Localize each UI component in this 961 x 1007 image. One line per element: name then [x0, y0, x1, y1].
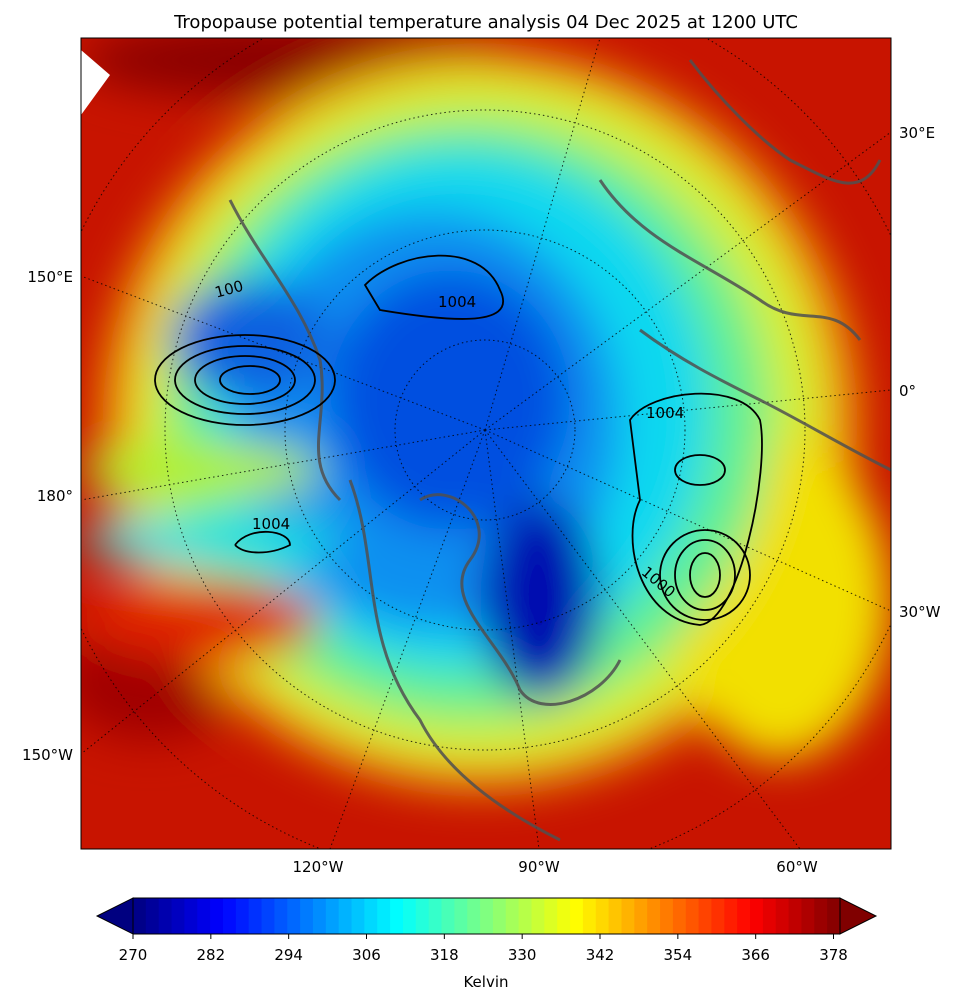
- lon-label: 90°W: [518, 858, 560, 876]
- colorbar-segment: [762, 898, 777, 934]
- lon-label: 30°E: [899, 124, 935, 142]
- colorbar-segment: [441, 898, 455, 934]
- title: Tropopause potential temperature analysi…: [173, 12, 798, 33]
- colorbar-segment: [184, 898, 198, 934]
- colorbar-segment: [287, 898, 301, 934]
- colorbar: 270 282 294 306 318 330 342 354 366 378: [95, 897, 878, 964]
- colorbar-segment: [608, 898, 623, 934]
- colorbar-segment: [788, 898, 803, 934]
- lon-label: 150°E: [27, 268, 73, 286]
- coastlines: [228, 59, 891, 842]
- colorbar-segment: [338, 898, 353, 934]
- colorbar-segment: [775, 898, 790, 934]
- colorbar-segment: [364, 898, 378, 934]
- colorbar-segment: [647, 898, 661, 934]
- lon-label: 60°W: [776, 858, 818, 876]
- colorbar-segment: [724, 898, 738, 934]
- colorbar-segment: [248, 898, 263, 934]
- colorbar-segment: [158, 898, 173, 934]
- lon-label: 120°W: [293, 858, 344, 876]
- lon-label: 30°W: [899, 603, 941, 621]
- lon-label: 0°: [899, 382, 916, 400]
- colorbar-segment: [415, 898, 430, 934]
- colorbar-tick-label: 318: [430, 946, 459, 964]
- colorbar-tick-label: 306: [352, 946, 381, 964]
- colorbar-segment: [518, 898, 533, 934]
- colorbar-segment: [685, 898, 700, 934]
- colorbar-tick-label: 270: [119, 946, 148, 964]
- colorbar-tick-label: 294: [274, 946, 303, 964]
- colorbar-segment: [428, 898, 443, 934]
- colorbar-label: Kelvin: [463, 973, 508, 991]
- colorbar-segment: [544, 898, 558, 934]
- colorbar-tick-label: 342: [586, 946, 615, 964]
- lon-label: 150°W: [22, 746, 73, 764]
- colorbar-tick-label: 330: [508, 946, 537, 964]
- colorbar-segment: [312, 898, 327, 934]
- colorbar-segment: [197, 898, 211, 934]
- colorbar-segment: [672, 898, 687, 934]
- colorbar-segment: [698, 898, 713, 934]
- colorbar-segment: [492, 898, 507, 934]
- colorbar-segment: [505, 898, 520, 934]
- colorbar-segment: [390, 898, 404, 934]
- colorbar-extend: [839, 897, 878, 935]
- colorbar-segment: [711, 898, 725, 934]
- colorbar-segment: [660, 898, 674, 934]
- colorbar-segment: [621, 898, 635, 934]
- colorbar-segment: [351, 898, 365, 934]
- colorbar-segment: [737, 898, 751, 934]
- colorbar-segment: [171, 898, 186, 934]
- colorbar-segment: [531, 898, 545, 934]
- colorbar-segment: [222, 898, 237, 934]
- colorbar-segment: [750, 898, 764, 934]
- colorbar-segment: [595, 898, 610, 934]
- colorbar-extend: [95, 897, 134, 935]
- contour-label: 1004: [646, 404, 684, 422]
- colorbar-segment: [133, 898, 147, 934]
- contour-label: 1004: [252, 515, 290, 533]
- colorbar-segment: [480, 898, 494, 934]
- colorbar-tick-label: 378: [819, 946, 848, 964]
- colorbar-segment: [402, 898, 417, 934]
- colorbar-segment: [377, 898, 391, 934]
- colorbar-segment: [557, 898, 571, 934]
- colorbar-segment: [634, 898, 648, 934]
- colorbar-segment: [145, 898, 160, 934]
- colorbar-segment: [582, 898, 597, 934]
- lon-label: 180°: [37, 487, 73, 505]
- colorbar-frame: [132, 897, 841, 935]
- colorbar-segment: [300, 898, 314, 934]
- colorbar-segment: [570, 898, 584, 934]
- colorbar-tick-label: 354: [664, 946, 693, 964]
- colorbar-tick-label: 282: [197, 946, 226, 964]
- colorbar-segment: [261, 898, 275, 934]
- colorbar-segment: [235, 898, 250, 934]
- colorbar-segment: [801, 898, 815, 934]
- colorbar-segment: [827, 898, 841, 934]
- contour-label: 1004: [438, 293, 476, 311]
- colorbar-segment: [454, 898, 468, 934]
- colorbar-segment: [814, 898, 828, 934]
- colorbar-segment: [274, 898, 288, 934]
- colorbar-tick-label: 366: [741, 946, 770, 964]
- colorbar-segment: [210, 898, 224, 934]
- map: [81, 38, 891, 849]
- colorbar-segment: [467, 898, 481, 934]
- colorbar-segment: [325, 898, 340, 934]
- pressure-contours: [154, 254, 763, 626]
